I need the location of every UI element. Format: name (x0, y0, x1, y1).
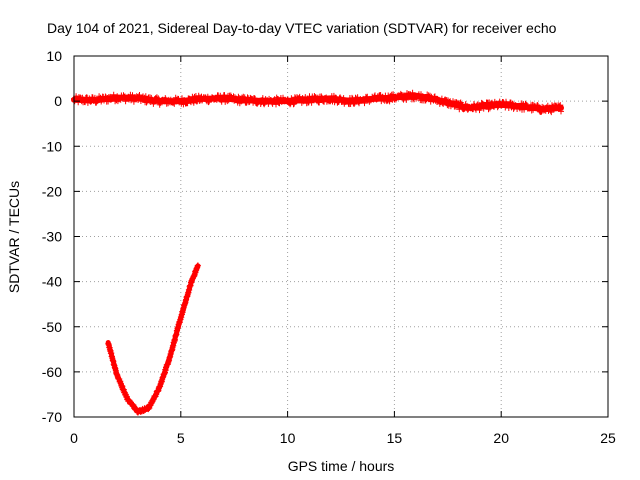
y-tick-label: -40 (42, 274, 62, 290)
data-point (547, 107, 554, 114)
y-tick-labels: 10 0 -10 -20 -30 -40 -50 -60 -70 (42, 48, 62, 425)
y-axis-label: SDTVAR / TECUs (6, 181, 22, 293)
data-point (558, 108, 564, 115)
data-point (548, 109, 555, 116)
data-point (136, 92, 143, 98)
data-point (534, 102, 541, 108)
data-point (427, 92, 433, 99)
x-tick-labels: 0 5 10 15 20 25 (70, 430, 616, 446)
data-point (521, 106, 528, 113)
data-point (485, 106, 492, 113)
data-point (482, 103, 489, 110)
data-point (374, 96, 381, 103)
y-tick-label: -60 (42, 364, 62, 380)
data-point (390, 91, 397, 98)
data-point (240, 93, 247, 100)
x-tick-label: 5 (177, 430, 185, 446)
data-point (273, 101, 279, 108)
data-point (403, 96, 410, 103)
data-point (91, 94, 98, 101)
x-axis-label: GPS time / hours (288, 458, 395, 474)
x-tick-label: 15 (387, 430, 403, 446)
data-point (557, 102, 564, 109)
chart-title: Day 104 of 2021, Sidereal Day-to-day VTE… (47, 20, 557, 36)
data-point (82, 99, 89, 106)
data-point (122, 98, 129, 105)
x-tick-label: 0 (70, 430, 78, 446)
data-point (194, 262, 201, 269)
x-tick-label: 20 (493, 430, 509, 446)
data-point (146, 94, 153, 101)
data-point (457, 100, 463, 107)
data-point (424, 91, 431, 98)
axis-ticks (73, 55, 609, 418)
data-point (528, 107, 535, 114)
x-tick-label: 10 (280, 430, 296, 446)
data-point (151, 98, 158, 105)
data-point (361, 100, 368, 107)
data-point (538, 108, 545, 115)
y-tick-label: -30 (42, 229, 62, 245)
data-point (486, 105, 493, 112)
y-tick-label: -70 (42, 409, 62, 425)
series-layer (71, 89, 564, 416)
series-0 (71, 89, 564, 116)
data-point (522, 100, 529, 107)
y-tick-label: 10 (46, 48, 62, 64)
data-point (340, 95, 347, 102)
data-point (224, 98, 231, 105)
data-point (142, 93, 149, 100)
data-point (243, 100, 250, 106)
data-point (153, 94, 160, 101)
data-point (238, 98, 245, 105)
data-point (316, 99, 323, 106)
data-point (311, 93, 318, 99)
data-point (318, 93, 325, 100)
data-point (225, 97, 232, 104)
data-point (87, 98, 94, 105)
data-point (409, 89, 416, 96)
data-point (535, 102, 541, 109)
data-point (171, 100, 178, 107)
data-point (494, 104, 501, 111)
data-point (290, 101, 297, 108)
data-point (546, 104, 553, 111)
y-tick-label: -20 (42, 183, 62, 199)
series-1 (105, 262, 201, 416)
data-point (284, 96, 291, 103)
data-point (252, 95, 259, 102)
y-tick-label: 0 (54, 93, 62, 109)
data-point (334, 99, 341, 106)
y-tick-label: -50 (42, 319, 62, 335)
y-tick-label: -10 (42, 138, 62, 154)
data-point (191, 93, 198, 100)
x-tick-label: 25 (600, 430, 616, 446)
data-point (477, 104, 484, 111)
data-point (291, 100, 298, 107)
data-point (110, 91, 117, 98)
data-point (505, 105, 512, 111)
data-point (128, 95, 135, 101)
data-point (259, 95, 266, 102)
data-point (556, 103, 563, 110)
data-point (308, 99, 315, 106)
